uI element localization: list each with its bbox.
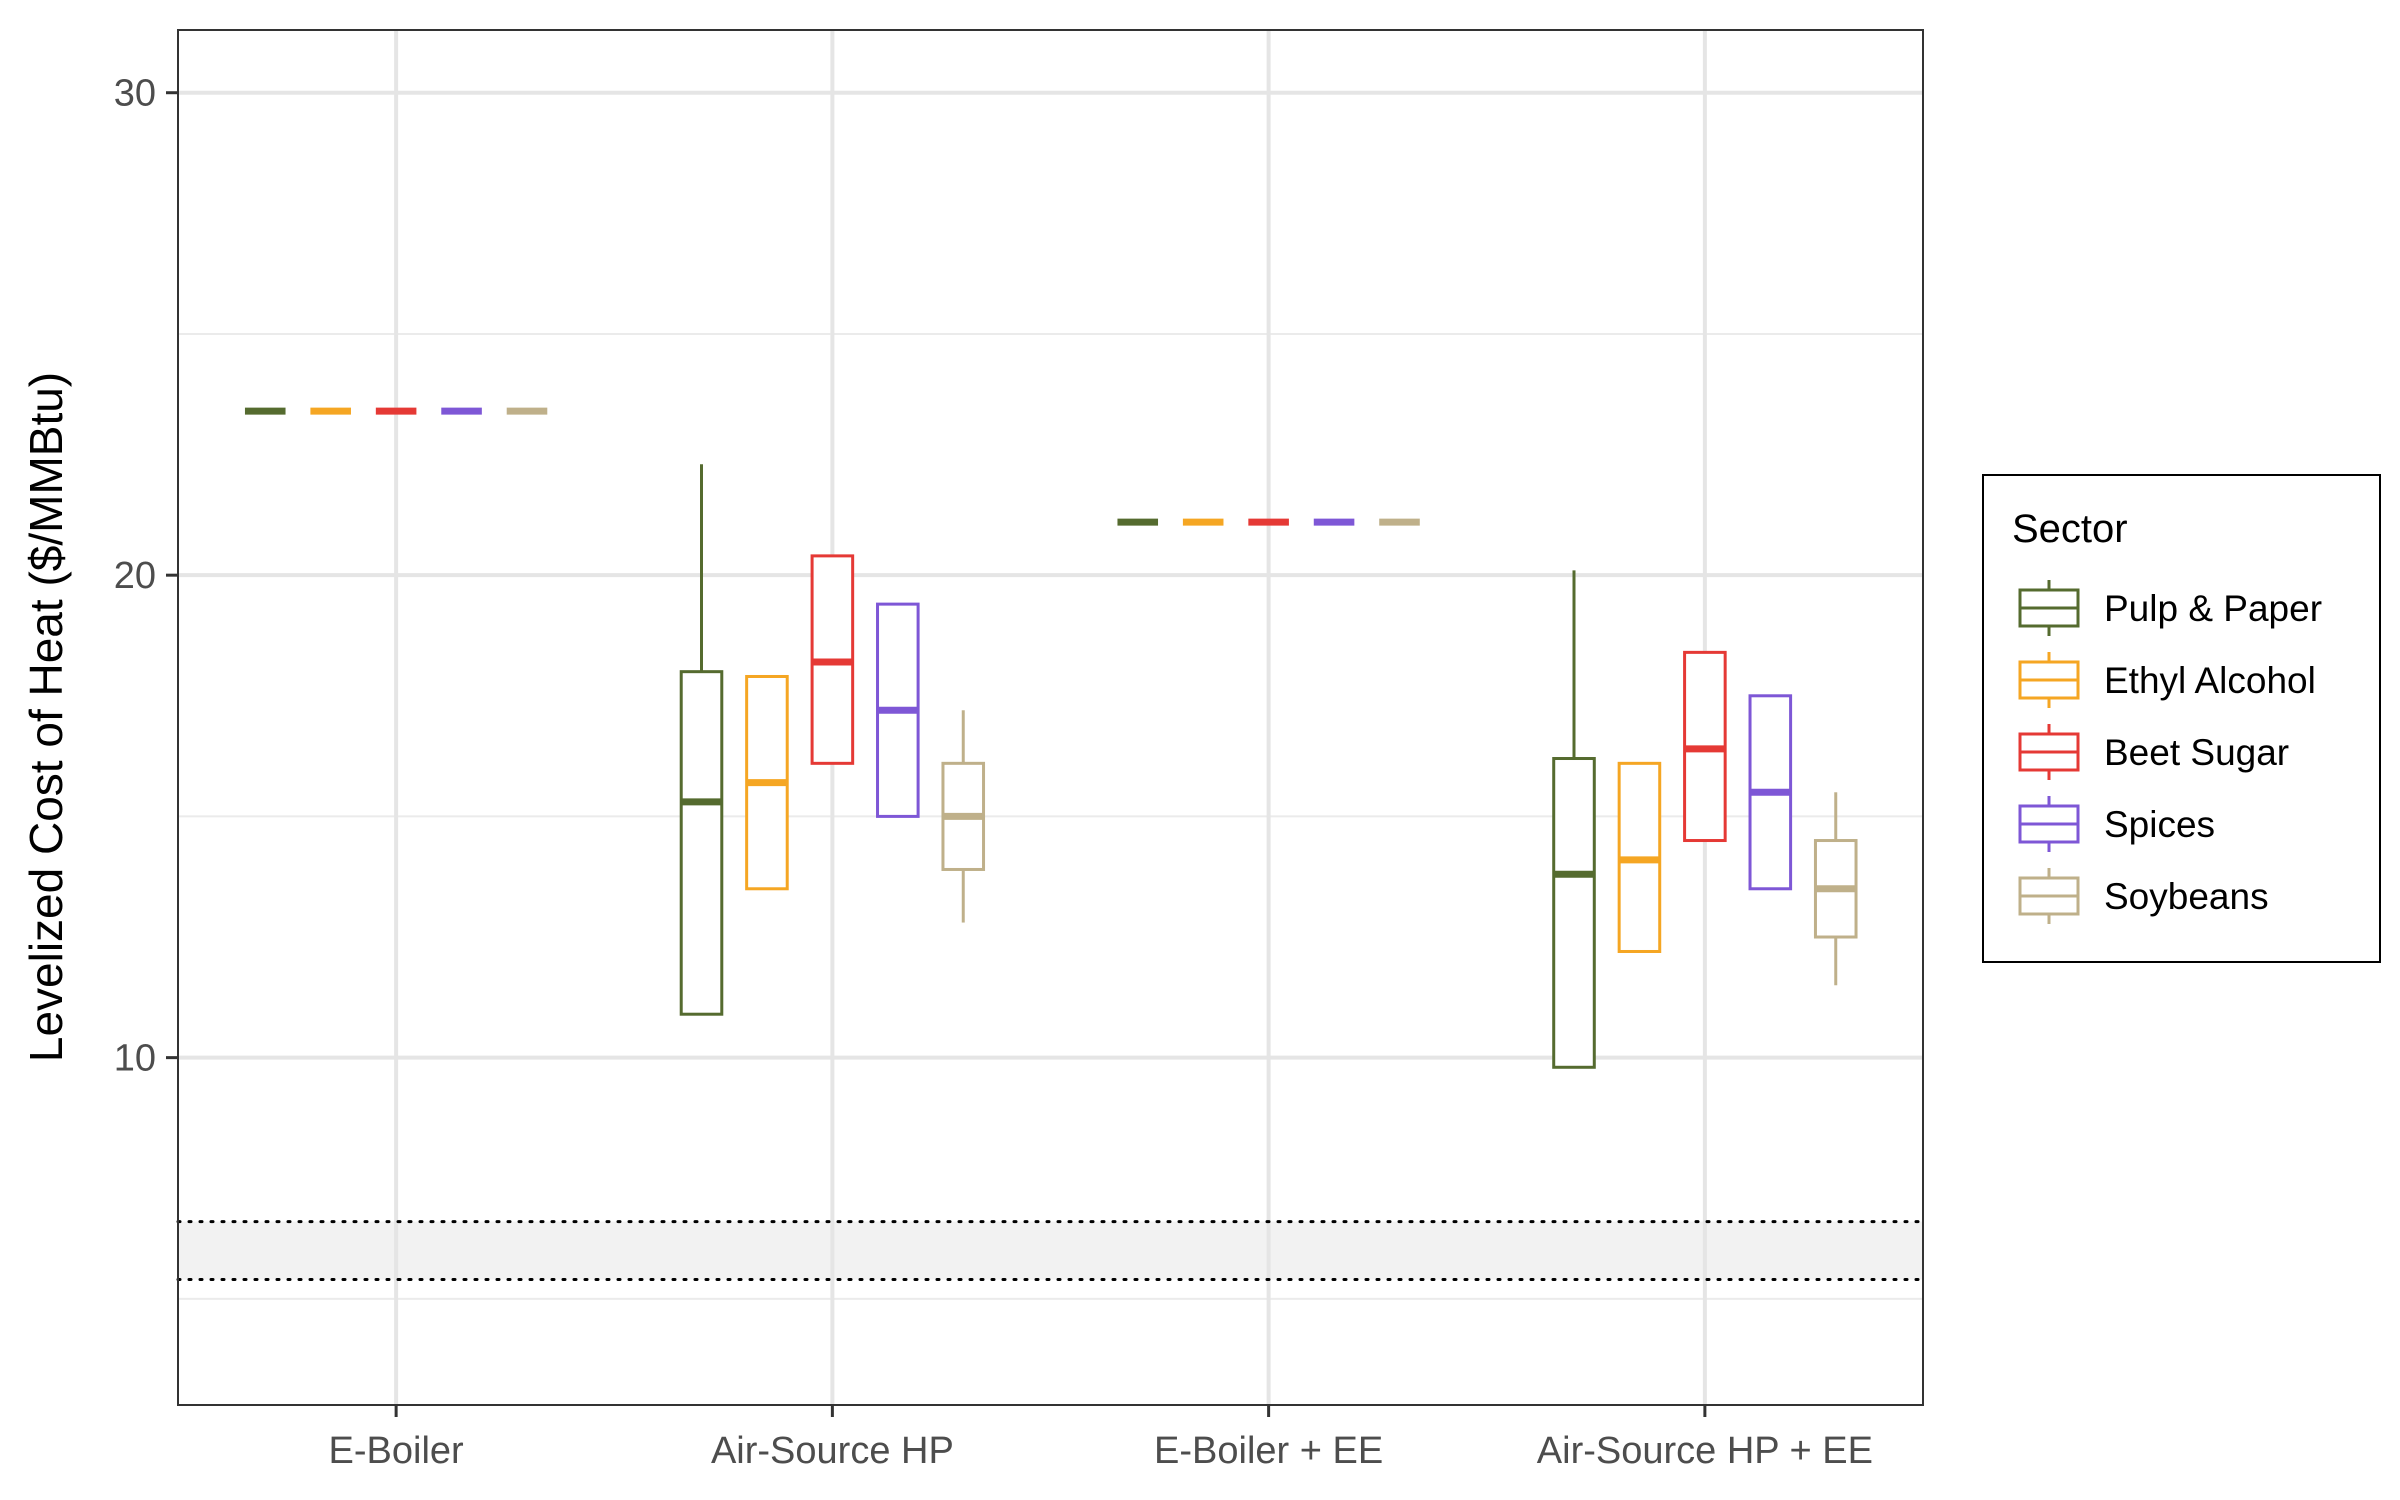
x-tick-label: E-Boiler + EE: [1154, 1430, 1383, 1472]
box-body: [679, 670, 724, 1016]
legend-label: Beet Sugar: [2104, 732, 2289, 773]
box: [1748, 694, 1793, 891]
y-tick-label: 10: [114, 1038, 156, 1080]
box: [941, 710, 986, 923]
legend-item: Spices: [2018, 796, 2215, 852]
legend-item: Soybeans: [2018, 868, 2269, 924]
panel-border: [177, 29, 1924, 1406]
legend-item: Beet Sugar: [2018, 724, 2289, 780]
reference-band: [178, 1221, 1923, 1280]
box: [1813, 792, 1858, 986]
legend-item: Ethyl Alcohol: [2018, 652, 2316, 708]
box: [810, 554, 855, 765]
box: [1552, 570, 1596, 1069]
legend-label: Ethyl Alcohol: [2104, 660, 2316, 701]
legend-label: Soybeans: [2104, 876, 2269, 917]
legend: Sector Pulp & Paper Ethyl Alcohol Beet Sug…: [1982, 474, 2381, 963]
y-axis: 10 20 30: [114, 73, 178, 1080]
legend-label: Spices: [2104, 804, 2215, 845]
x-axis: E-Boiler Air-Source HP E-Boiler + EE Air-So…: [329, 1405, 1873, 1472]
major-gridlines: [178, 30, 1923, 1405]
box: [679, 464, 724, 1016]
legend-item: Pulp & Paper: [2018, 580, 2322, 636]
x-tick-label: Air-Source HP: [711, 1430, 954, 1472]
legend-title: Sector: [2012, 507, 2128, 551]
x-tick-label: E-Boiler: [329, 1430, 464, 1472]
box: [1683, 650, 1727, 843]
box-marks: [244, 407, 1858, 1069]
panel-background: [178, 30, 1923, 1405]
y-tick-label: 30: [114, 73, 156, 115]
legend-items: Pulp & Paper Ethyl Alcohol Beet Sugar Spice…: [2018, 580, 2322, 924]
y-tick-label: 20: [114, 555, 156, 597]
box: [745, 674, 789, 891]
box: [876, 602, 920, 818]
box-body: [1552, 757, 1596, 1069]
legend-label: Pulp & Paper: [2104, 588, 2322, 629]
reference-lines: [176, 1220, 1925, 1282]
box: [1617, 761, 1662, 953]
x-tick-label: Air-Source HP + EE: [1537, 1430, 1873, 1472]
y-axis-title: Levelized Cost of Heat ($/MMBtu): [20, 372, 72, 1062]
